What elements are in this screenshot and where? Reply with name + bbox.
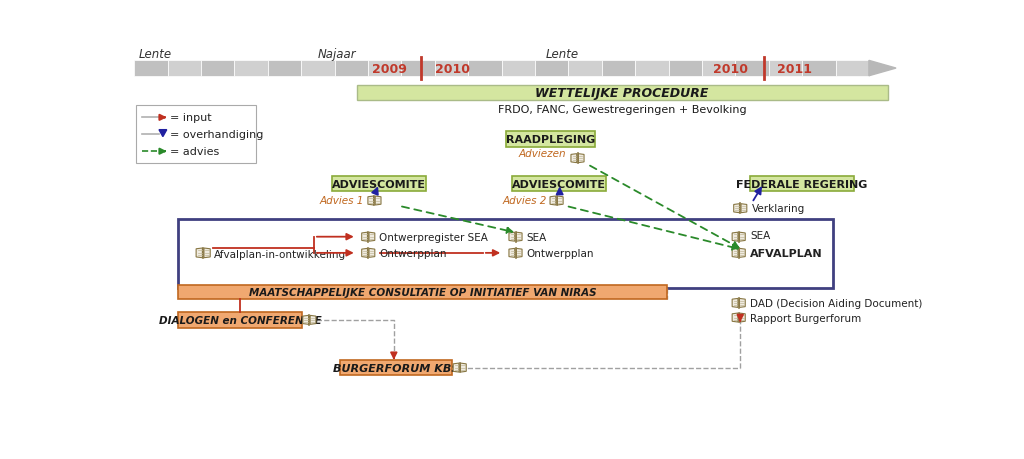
Polygon shape bbox=[197, 248, 203, 258]
FancyBboxPatch shape bbox=[356, 86, 888, 101]
Text: Lente: Lente bbox=[546, 47, 579, 61]
Polygon shape bbox=[869, 61, 896, 77]
Polygon shape bbox=[579, 154, 584, 163]
Text: AFVALPLAN: AFVALPLAN bbox=[751, 248, 823, 258]
Bar bbox=[134, 61, 168, 77]
Text: Verklaring: Verklaring bbox=[752, 204, 805, 214]
Bar bbox=[301, 61, 335, 77]
Bar bbox=[802, 61, 836, 77]
Text: Adviezen: Adviezen bbox=[519, 148, 566, 158]
Text: MAATSCHAPPELIJKE CONSULTATIE OP INITIATIEF VAN NIRAS: MAATSCHAPPELIJKE CONSULTATIE OP INITIATI… bbox=[249, 287, 596, 297]
Polygon shape bbox=[368, 196, 374, 206]
Bar bbox=[568, 61, 602, 77]
FancyBboxPatch shape bbox=[750, 176, 854, 192]
Bar bbox=[268, 61, 301, 77]
Text: Advies 1: Advies 1 bbox=[319, 196, 365, 206]
FancyBboxPatch shape bbox=[340, 360, 452, 375]
Text: Najaar: Najaar bbox=[317, 47, 356, 61]
Polygon shape bbox=[159, 130, 167, 137]
FancyBboxPatch shape bbox=[178, 313, 302, 328]
Text: 2010: 2010 bbox=[435, 62, 470, 75]
Bar bbox=[468, 61, 502, 77]
Text: RAADPLEGING: RAADPLEGING bbox=[506, 134, 595, 145]
Polygon shape bbox=[509, 249, 515, 258]
Polygon shape bbox=[557, 196, 563, 206]
FancyBboxPatch shape bbox=[136, 106, 256, 163]
Text: FRDO, FANC, Gewestregeringen + Bevolking: FRDO, FANC, Gewestregeringen + Bevolking bbox=[498, 105, 746, 115]
Bar bbox=[602, 61, 635, 77]
Bar bbox=[735, 61, 769, 77]
Bar bbox=[535, 61, 568, 77]
Bar bbox=[701, 61, 735, 77]
FancyBboxPatch shape bbox=[506, 132, 595, 147]
Bar bbox=[335, 61, 368, 77]
Bar bbox=[836, 61, 869, 77]
Polygon shape bbox=[310, 316, 315, 325]
Text: SEA: SEA bbox=[751, 231, 771, 241]
Polygon shape bbox=[454, 363, 459, 372]
Text: 2009: 2009 bbox=[372, 62, 407, 75]
FancyBboxPatch shape bbox=[178, 219, 834, 289]
Bar bbox=[368, 61, 401, 77]
Text: WETTELIJKE PROCEDURE: WETTELIJKE PROCEDURE bbox=[536, 87, 709, 100]
Polygon shape bbox=[516, 233, 522, 242]
Polygon shape bbox=[369, 249, 375, 258]
Text: Rapport Burgerforum: Rapport Burgerforum bbox=[751, 313, 861, 323]
Polygon shape bbox=[509, 233, 515, 242]
Text: SEA: SEA bbox=[526, 232, 547, 242]
Text: DAD (Decision Aiding Document): DAD (Decision Aiding Document) bbox=[751, 298, 923, 308]
Polygon shape bbox=[734, 204, 739, 213]
Bar bbox=[234, 61, 268, 77]
Bar bbox=[635, 61, 669, 77]
Text: ADVIESCOMITE: ADVIESCOMITE bbox=[332, 179, 426, 189]
Text: = advies: = advies bbox=[170, 147, 219, 157]
Bar bbox=[669, 61, 701, 77]
Polygon shape bbox=[461, 363, 466, 372]
Text: 2011: 2011 bbox=[777, 62, 812, 75]
Polygon shape bbox=[739, 299, 745, 308]
Text: = input: = input bbox=[170, 113, 212, 123]
Text: Lente: Lente bbox=[139, 47, 172, 61]
Bar bbox=[502, 61, 535, 77]
Text: Afvalplan-in-ontwikkeling: Afvalplan-in-ontwikkeling bbox=[214, 249, 346, 259]
Polygon shape bbox=[550, 196, 556, 206]
Polygon shape bbox=[361, 233, 368, 242]
Text: = overhandiging: = overhandiging bbox=[170, 130, 263, 140]
Text: 2010: 2010 bbox=[713, 62, 748, 75]
Polygon shape bbox=[739, 313, 745, 322]
Polygon shape bbox=[739, 233, 745, 242]
Text: Advies 2: Advies 2 bbox=[502, 196, 547, 206]
Bar bbox=[769, 61, 802, 77]
Bar bbox=[401, 61, 435, 77]
Polygon shape bbox=[361, 249, 368, 258]
Text: FEDERALE REGERING: FEDERALE REGERING bbox=[736, 179, 867, 189]
Polygon shape bbox=[516, 249, 522, 258]
Polygon shape bbox=[369, 233, 375, 242]
Polygon shape bbox=[204, 248, 210, 258]
Bar bbox=[435, 61, 468, 77]
Text: BURGERFORUM KBS: BURGERFORUM KBS bbox=[333, 363, 459, 373]
Text: Ontwerpplan: Ontwerpplan bbox=[526, 248, 594, 258]
Polygon shape bbox=[739, 249, 745, 258]
FancyBboxPatch shape bbox=[178, 285, 667, 299]
FancyBboxPatch shape bbox=[332, 176, 426, 192]
Bar bbox=[168, 61, 201, 77]
Polygon shape bbox=[732, 299, 738, 308]
Polygon shape bbox=[571, 154, 577, 163]
Text: ADVIESCOMITE: ADVIESCOMITE bbox=[512, 179, 606, 189]
Polygon shape bbox=[732, 313, 738, 322]
Polygon shape bbox=[741, 204, 746, 213]
FancyBboxPatch shape bbox=[512, 176, 606, 192]
Polygon shape bbox=[375, 196, 381, 206]
Polygon shape bbox=[732, 233, 738, 242]
Text: Ontwerpplan: Ontwerpplan bbox=[379, 248, 446, 258]
Polygon shape bbox=[303, 316, 308, 325]
Text: DIALOGEN en CONFERENTIE: DIALOGEN en CONFERENTIE bbox=[159, 315, 322, 325]
Bar bbox=[201, 61, 234, 77]
Polygon shape bbox=[732, 249, 738, 258]
Text: Ontwerpregister SEA: Ontwerpregister SEA bbox=[379, 232, 488, 242]
